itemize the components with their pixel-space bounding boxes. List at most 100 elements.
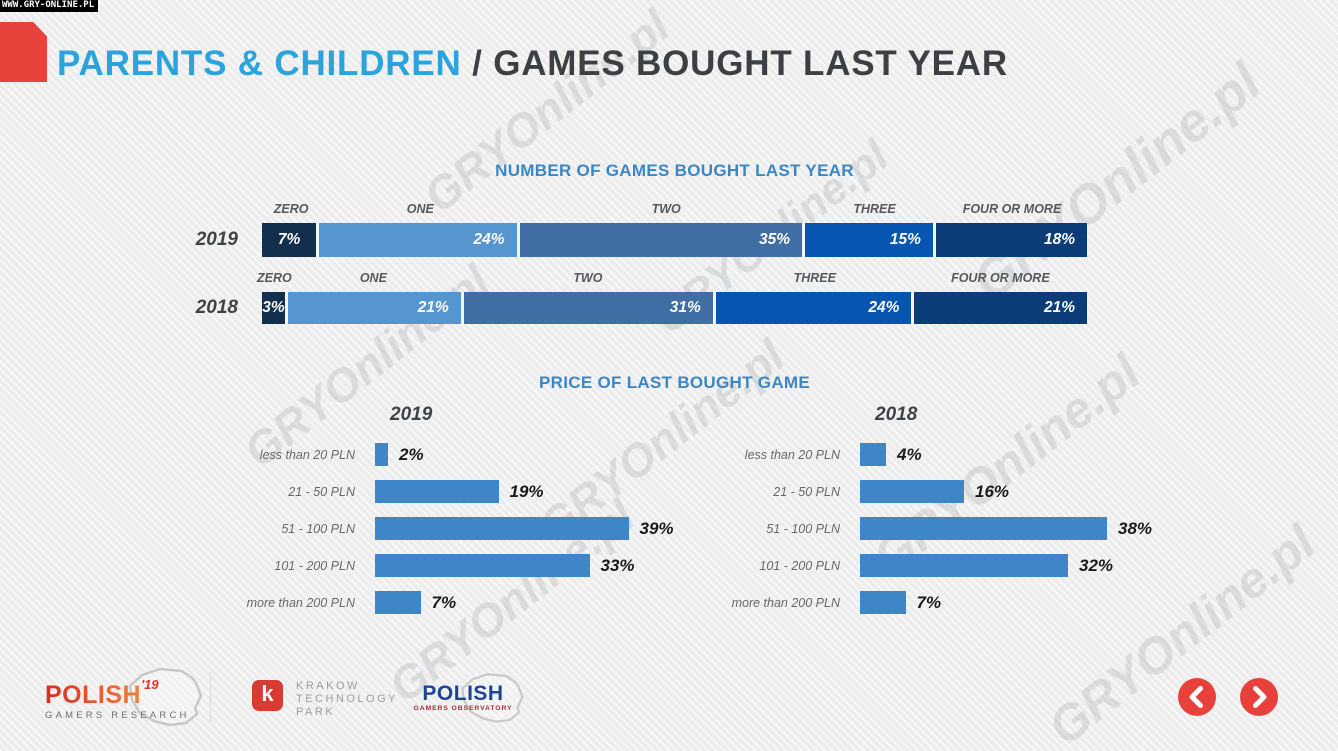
next-slide-button[interactable] bbox=[1240, 678, 1278, 716]
page-title: PARENTS & CHILDREN / GAMES BOUGHT LAST Y… bbox=[57, 44, 1008, 84]
category-label: FOUR OR MORE bbox=[951, 271, 1050, 285]
price-row: 51 - 100 PLN 38% bbox=[725, 517, 1195, 540]
price-row: less than 20 PLN 2% bbox=[240, 443, 710, 466]
segment-value: 15% bbox=[889, 231, 921, 248]
red-corner-decoration bbox=[0, 22, 47, 82]
segment-value: 24% bbox=[868, 299, 900, 316]
category-label-cell: THREE bbox=[812, 202, 937, 216]
segment-value: 35% bbox=[758, 231, 790, 248]
price-range-label: 21 - 50 PLN bbox=[773, 484, 840, 499]
segment-zero: 7% bbox=[262, 223, 317, 257]
segment-one: 24% bbox=[316, 223, 517, 257]
site-url-badge: WWW.GRY-ONLINE.PL bbox=[0, 0, 99, 12]
price-chart-2018: 2018 less than 20 PLN 4% 21 - 50 PLN 16% 51 … bbox=[725, 404, 1195, 628]
price-range-label: less than 20 PLN bbox=[259, 447, 355, 462]
category-label: TWO bbox=[573, 271, 603, 285]
segment-value: 21% bbox=[417, 299, 449, 316]
segment-four-or-more: 18% bbox=[932, 223, 1087, 257]
year-label: 2018 bbox=[195, 297, 238, 318]
category-label: ONE bbox=[406, 202, 434, 216]
price-row: more than 200 PLN 7% bbox=[725, 591, 1195, 614]
section-title-number-of-games: NUMBER OF GAMES BOUGHT LAST YEAR bbox=[495, 161, 854, 180]
price-range-label: 101 - 200 PLN bbox=[274, 558, 355, 573]
price-value: 19% bbox=[509, 481, 544, 501]
price-value: 32% bbox=[1079, 555, 1114, 575]
page-title-secondary: / GAMES BOUGHT LAST YEAR bbox=[472, 44, 1008, 83]
price-range-label: 21 - 50 PLN bbox=[288, 484, 355, 499]
segment-one: 21% bbox=[284, 292, 461, 324]
category-label: ZERO bbox=[273, 202, 309, 216]
price-value: 33% bbox=[600, 555, 635, 575]
category-label-cell: TWO bbox=[520, 202, 812, 216]
price-value: 38% bbox=[1118, 518, 1153, 538]
segment-zero: 3% bbox=[262, 292, 285, 324]
price-value: 39% bbox=[639, 518, 674, 538]
previous-slide-button[interactable] bbox=[1178, 678, 1216, 716]
segment-value: 18% bbox=[1043, 231, 1075, 248]
price-range-label: 51 - 100 PLN bbox=[281, 521, 355, 536]
price-bar bbox=[375, 517, 629, 540]
category-label: THREE bbox=[853, 202, 896, 216]
price-row: more than 200 PLN 7% bbox=[240, 591, 710, 614]
price-row: 101 - 200 PLN 33% bbox=[240, 554, 710, 577]
polish19-subtitle: GAMERS RESEARCH bbox=[45, 710, 190, 721]
category-label-row-2018: ZERO ONE TWO THREE FOUR OR MORE bbox=[257, 268, 1087, 285]
price-row: 51 - 100 PLN 39% bbox=[240, 517, 710, 540]
price-row: 101 - 200 PLN 32% bbox=[725, 554, 1195, 577]
price-row: 21 - 50 PLN 16% bbox=[725, 480, 1195, 503]
chevron-left-icon bbox=[1189, 686, 1203, 708]
price-value: 4% bbox=[897, 444, 922, 464]
price-range-label: more than 200 PLN bbox=[246, 595, 355, 610]
category-label: THREE bbox=[793, 271, 836, 285]
polish-gamers-research-logo: POLISH'19 GAMERS RESEARCH bbox=[45, 667, 203, 727]
price-value: 16% bbox=[975, 481, 1010, 501]
price-bar bbox=[860, 517, 1107, 540]
poland-map-outline-icon bbox=[128, 667, 203, 727]
category-label-cell: ZERO bbox=[262, 202, 320, 216]
year-label: 2019 bbox=[195, 229, 238, 250]
segment-three: 24% bbox=[712, 292, 912, 324]
pgo-wordmark: POLISH bbox=[422, 682, 504, 705]
segment-value: 21% bbox=[1043, 299, 1076, 316]
page-title-primary: PARENTS & CHILDREN bbox=[57, 44, 462, 83]
price-range-label: less than 20 PLN bbox=[744, 447, 840, 462]
price-range-label: 51 - 100 PLN bbox=[766, 521, 840, 536]
price-chart-rows: less than 20 PLN 2% 21 - 50 PLN 19% 51 - 100… bbox=[240, 443, 710, 614]
stacked-bar-2018: 2018 3% 21% 31% 24% 21% bbox=[196, 292, 1088, 324]
polish-gamers-observatory-logo: POLISH GAMERS OBSERVATORY bbox=[413, 672, 524, 728]
section-title-price: PRICE OF LAST BOUGHT GAME bbox=[539, 373, 810, 392]
poland-map-outline-icon bbox=[461, 673, 524, 723]
price-bar bbox=[375, 480, 499, 503]
category-label: FOUR OR MORE bbox=[962, 202, 1062, 216]
stacked-bar-2019: 2019 7% 24% 35% 15% 18% bbox=[196, 223, 1087, 257]
watermark-text: GRYOnline.pl bbox=[413, 0, 679, 223]
ktp-line3: PARK bbox=[296, 706, 336, 718]
polish19-wordmark: POLISH bbox=[45, 681, 142, 709]
price-value: 7% bbox=[916, 592, 942, 612]
category-label-cell: FOUR OR MORE bbox=[914, 271, 1087, 285]
polish19-year: '19 bbox=[141, 677, 159, 692]
stacked-bar-chart: ZERO ONE TWO THREE FOUR OR MORE 2019 7% 24% 35% 1… bbox=[196, 199, 1088, 324]
price-value: 7% bbox=[431, 592, 457, 612]
category-label-cell: ONE bbox=[287, 271, 460, 285]
price-bar bbox=[860, 591, 906, 614]
category-label-cell: THREE bbox=[716, 271, 914, 285]
price-chart-year-label: 2019 bbox=[390, 404, 433, 425]
footer: POLISH'19 GAMERS RESEARCH k KRAKOW TECHN… bbox=[0, 667, 1338, 732]
segment-value: 3% bbox=[262, 299, 285, 316]
price-range-label: 101 - 200 PLN bbox=[759, 558, 840, 573]
category-label: ONE bbox=[359, 271, 387, 285]
price-range-label: more than 200 PLN bbox=[731, 595, 840, 610]
category-label-cell: FOUR OR MORE bbox=[937, 202, 1087, 216]
price-bar bbox=[860, 554, 1068, 577]
category-label-cell: TWO bbox=[460, 271, 716, 285]
segment-value: 31% bbox=[669, 299, 701, 316]
segment-three: 15% bbox=[802, 223, 933, 257]
price-bar bbox=[375, 443, 388, 466]
segment-value: 24% bbox=[473, 231, 505, 248]
chevron-right-icon bbox=[1253, 686, 1267, 708]
category-label: TWO bbox=[651, 202, 681, 216]
price-bar bbox=[860, 443, 886, 466]
price-chart-rows: less than 20 PLN 4% 21 - 50 PLN 16% 51 - 100… bbox=[725, 443, 1195, 614]
